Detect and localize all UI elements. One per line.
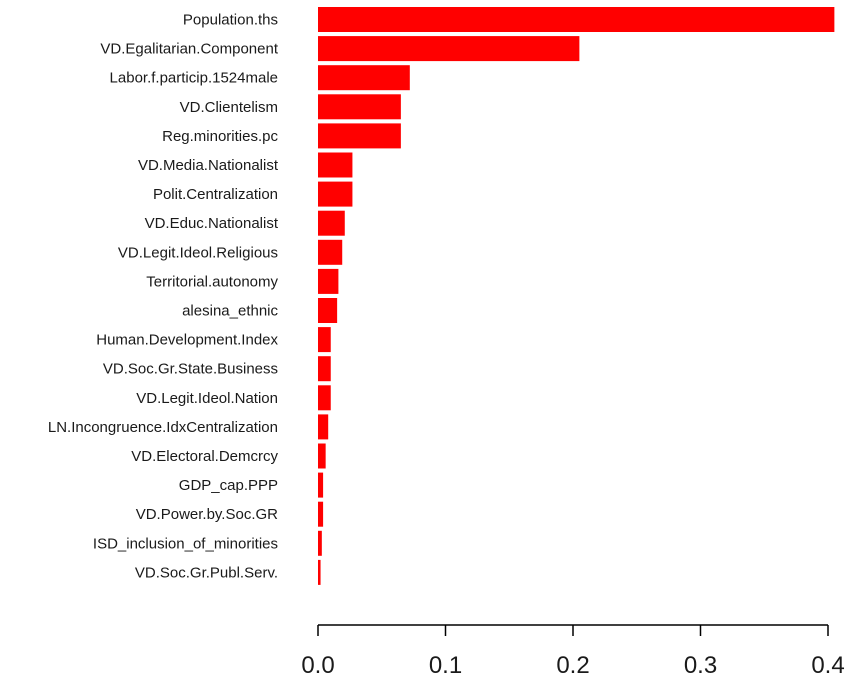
bar-9: [318, 268, 339, 294]
x-tick-label: 0.4: [811, 652, 844, 679]
category-label: VD.Egalitarian.Component: [100, 41, 278, 58]
category-label: alesina_ethnic: [182, 303, 278, 320]
category-label: VD.Legit.Ideol.Religious: [118, 244, 278, 261]
x-axis: 0.0 0.1 0.2 0.3 0.4: [301, 624, 845, 679]
category-label: GDP_cap.PPP: [179, 477, 278, 494]
bar-1: [318, 36, 580, 62]
bar-6: [318, 181, 353, 207]
x-tick-label: 0.2: [556, 652, 589, 679]
bar-19: [318, 559, 321, 585]
bar-12: [318, 356, 331, 382]
bar-10: [318, 298, 338, 323]
category-labels: Population.ths VD.Egalitarian.Component La…: [48, 12, 279, 582]
category-label: LN.Incongruence.IdxCentralization: [48, 419, 278, 436]
bar-17: [318, 501, 324, 527]
x-tick-label: 0.0: [301, 652, 334, 679]
bar-4: [318, 123, 401, 149]
category-label: Polit.Centralization: [153, 186, 278, 203]
bar-18: [318, 530, 322, 556]
category-label: VD.Media.Nationalist: [138, 157, 279, 174]
bar-8: [318, 239, 343, 265]
category-label: Population.ths: [183, 12, 278, 29]
category-label: Reg.minorities.pc: [162, 128, 278, 145]
category-label: VD.Soc.Gr.State.Business: [103, 361, 278, 378]
bar-0: [318, 7, 835, 32]
bar-13: [318, 385, 331, 411]
bar-14: [318, 414, 329, 440]
bars-group: [318, 7, 835, 585]
category-label: VD.Clientelism: [180, 99, 278, 116]
bar-11: [318, 327, 331, 353]
category-label: VD.Legit.Ideol.Nation: [136, 390, 278, 407]
x-tick-label: 0.3: [684, 652, 717, 679]
bar-16: [318, 472, 324, 498]
category-label: Labor.f.particip.1524male: [110, 70, 278, 87]
category-label: VD.Electoral.Demcrcy: [131, 448, 278, 465]
bar-3: [318, 94, 401, 120]
bar-5: [318, 152, 353, 178]
category-label: Territorial.autonomy: [146, 273, 278, 290]
category-label: VD.Soc.Gr.Publ.Serv.: [135, 564, 278, 581]
category-label: VD.Power.by.Soc.GR: [136, 506, 278, 523]
category-label: VD.Educ.Nationalist: [145, 215, 279, 232]
category-label: Human.Development.Index: [96, 332, 278, 349]
bar-2: [318, 65, 410, 91]
bar-15: [318, 443, 326, 469]
bar-7: [318, 210, 345, 236]
category-label: ISD_inclusion_of_minorities: [93, 535, 278, 552]
x-tick-label: 0.1: [429, 652, 462, 679]
